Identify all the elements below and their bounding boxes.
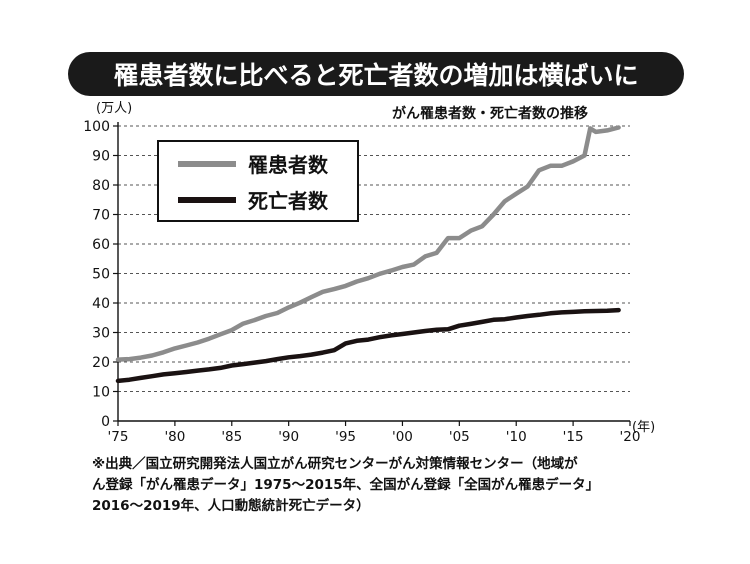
headline-banner: 罹患者数に比べると死亡者数の増加は横ばいに — [68, 52, 684, 96]
legend-label: 死亡者数 — [248, 189, 329, 213]
series-line-deaths — [115, 307, 621, 384]
chart-title: がん罹患者数・死亡者数の推移 — [392, 105, 588, 122]
y-tick-label: 50 — [92, 267, 110, 283]
legend-label: 罹患者数 — [248, 153, 329, 177]
x-tick-label: '95 — [335, 429, 356, 445]
tick-labels: 0 10 20 30 40 50 60 70 80 90 100 '75 '80 '85 '90 '95 '00… — [83, 119, 640, 445]
x-tick-label: '05 — [449, 429, 470, 445]
x-tick-label: '80 — [164, 429, 185, 445]
y-tick-label: 30 — [92, 326, 110, 342]
y-axis-unit: (万人) — [96, 101, 132, 116]
y-tick-label: 70 — [92, 208, 110, 224]
x-tick-label: '90 — [278, 429, 299, 445]
y-tick-label: 60 — [92, 237, 110, 253]
y-tick-label: 90 — [92, 149, 110, 165]
y-tick-label: 0 — [101, 414, 110, 430]
x-tick-label: '75 — [108, 429, 129, 445]
x-tick-label: '20 — [620, 429, 641, 445]
footnote-line: ※出典／国立研究開発法人国立がん研究センターがん対策情報センター（地域が — [92, 456, 578, 472]
y-tick-label: 20 — [92, 355, 110, 371]
x-tick-label: '00 — [392, 429, 413, 445]
footnote-line: 2016〜2019年、人口動態統計死亡データ） — [92, 498, 370, 514]
series-line-incidence — [115, 125, 621, 362]
x-axis-unit: (年) — [632, 420, 655, 435]
footnote-line: ん登録「がん罹患データ」1975〜2015年、全国がん登録「全国がん罹患データ」 — [92, 477, 600, 493]
x-tick-label: '85 — [221, 429, 242, 445]
x-tick-label: '10 — [506, 429, 527, 445]
source-footnote: ※出典／国立研究開発法人国立がん研究センターがん対策情報センター（地域が ん登録… — [92, 454, 672, 517]
y-tick-label: 10 — [92, 385, 110, 401]
y-tick-label: 80 — [92, 178, 110, 194]
x-tick-label: '15 — [563, 429, 584, 445]
series-lines — [115, 125, 621, 384]
axes — [113, 122, 631, 426]
legend-box — [157, 140, 359, 222]
headline-text: 罹患者数に比べると死亡者数の増加は横ばいに — [113, 61, 639, 90]
y-tick-label: 40 — [92, 296, 110, 312]
y-tick-label: 100 — [83, 119, 110, 135]
